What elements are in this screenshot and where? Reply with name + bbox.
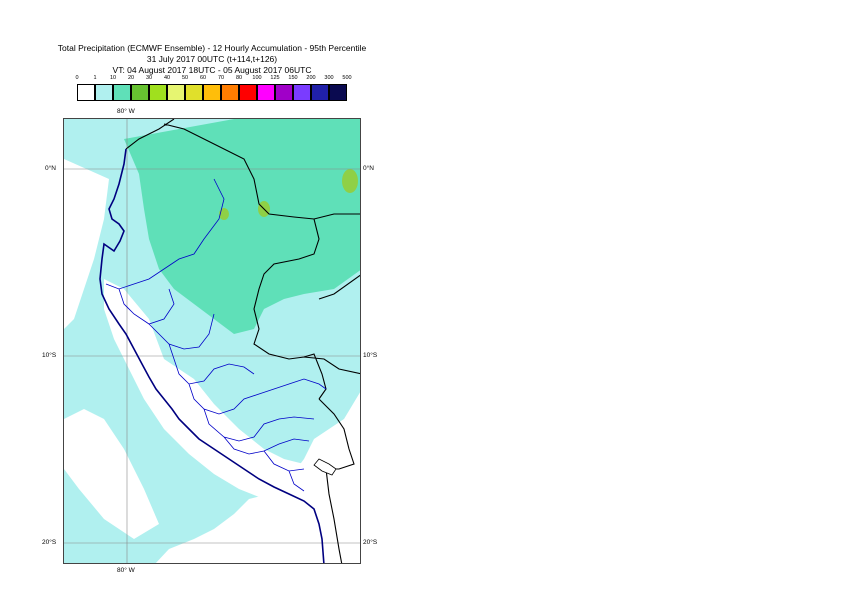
legend-label: 40 (163, 75, 171, 81)
lon-label-top: 80° W (117, 108, 135, 115)
legend-swatch (77, 84, 95, 101)
legend-swatch (311, 84, 329, 101)
legend-swatch (203, 84, 221, 101)
precip-light-patch (69, 131, 119, 167)
legend-swatch (293, 84, 311, 101)
lat-label-20s-left: 20°S (42, 539, 57, 546)
legend-label: 100 (252, 75, 262, 81)
legend-swatch (131, 84, 149, 101)
coastline (99, 148, 325, 563)
lat-label-20s-right: 20°S (363, 539, 378, 546)
legend-swatch (257, 84, 275, 101)
legend-label: 50 (181, 75, 189, 81)
graticule (64, 119, 360, 563)
legend-label: 1 (93, 75, 97, 81)
lake-titicaca (313, 458, 337, 476)
country-border (125, 119, 360, 563)
legend-label: 30 (145, 75, 153, 81)
legend-label: 20 (127, 75, 135, 81)
precip-heavy-patch (342, 169, 358, 193)
legend-swatch (113, 84, 131, 101)
legend-label: 70 (217, 75, 225, 81)
dry-area (64, 409, 159, 539)
legend-swatch (275, 84, 293, 101)
lat-label-10s-left: 10°S (42, 352, 57, 359)
legend-label: 80 (235, 75, 243, 81)
legend-swatch (239, 84, 257, 101)
legend-label: 150 (288, 75, 298, 81)
regional-boundaries (105, 178, 327, 492)
legend-label: 200 (306, 75, 316, 81)
lat-label-10s-right: 10°S (363, 352, 378, 359)
legend-swatch (221, 84, 239, 101)
legend-swatch (329, 84, 347, 101)
legend-swatch (185, 84, 203, 101)
run-date: 31 July 2017 00UTC (t+114,t+126) (146, 54, 278, 64)
lat-label-0-right: 0°N (363, 165, 374, 172)
legend-label: 500 (342, 75, 352, 81)
legend-label: 60 (199, 75, 207, 81)
legend-label: 0 (75, 75, 79, 81)
precip-map[interactable] (63, 118, 361, 564)
legend-swatch (149, 84, 167, 101)
map-title: Total Precipitation (ECMWF Ensemble) - 1… (57, 43, 367, 53)
precip-moderate-field (124, 119, 360, 334)
legend-label: 125 (270, 75, 280, 81)
precip-heavy-patch (219, 208, 229, 220)
legend-swatch (95, 84, 113, 101)
dry-area (64, 159, 109, 329)
dry-area (104, 279, 314, 499)
valid-time: VT: 04 August 2017 18UTC - 05 August 201… (112, 65, 312, 75)
legend-label: 300 (324, 75, 334, 81)
map-canvas (64, 119, 360, 563)
lon-label-bottom: 80° W (117, 567, 135, 574)
legend-swatch (167, 84, 185, 101)
lat-label-0-left: 0°N (45, 165, 56, 172)
legend-label: 10 (109, 75, 117, 81)
